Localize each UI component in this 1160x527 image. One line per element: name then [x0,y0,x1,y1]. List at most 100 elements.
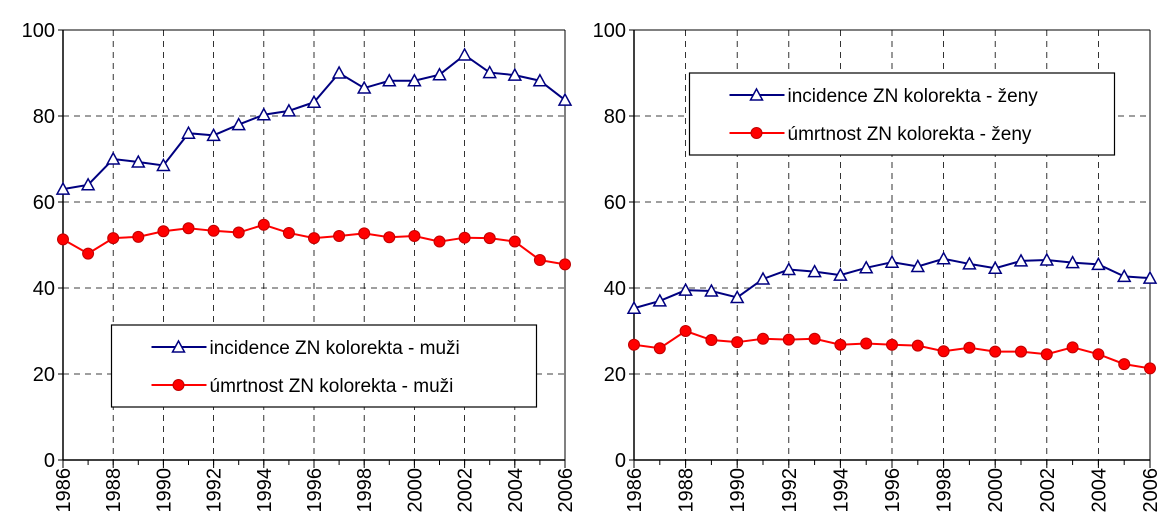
x-tick-label: 2000 [985,468,1007,513]
marker [653,342,666,355]
marker [483,232,496,245]
marker [1065,255,1080,269]
marker [432,67,447,81]
marker [963,341,976,354]
marker [207,224,220,237]
x-tick-label: 1992 [204,468,226,513]
marker [55,181,71,195]
x-tick-label: 1992 [779,468,801,513]
legend-box [110,324,538,408]
marker [407,73,422,87]
x-tick-label: 2006 [555,468,577,513]
marker [858,260,874,274]
y-tick-label: 60 [604,192,626,214]
marker [705,334,718,347]
marker [181,125,196,139]
marker [808,332,821,345]
marker [333,229,346,242]
marker [755,271,771,285]
marker [256,107,272,121]
legend-label: incidence ZN kolorekta - ženy [788,86,1039,107]
marker [156,157,171,172]
y-tick-label: 80 [604,106,626,128]
x-tick-label: 1988 [676,468,698,513]
marker [679,325,692,337]
marker [807,264,822,278]
x-tick-label: 1986 [53,468,75,513]
y-tick-label: 100 [593,20,626,42]
x-tick-label: 1990 [727,468,749,513]
marker [911,339,924,352]
marker [1118,358,1131,371]
marker [482,65,497,79]
marker [281,103,297,117]
marker [57,233,69,246]
marker [157,225,170,238]
y-tick-label: 100 [22,20,55,42]
marker [206,127,221,142]
marker [1092,348,1105,361]
y-tick-label: 20 [604,364,626,386]
marker [834,338,847,351]
x-tick-label: 1986 [624,468,646,513]
legend-box [688,72,1116,156]
marker [833,267,848,281]
marker [749,87,764,101]
marker [131,154,146,168]
x-tick-label: 1994 [830,468,852,513]
x-tick-label: 2002 [1037,468,1059,513]
marker [182,222,195,235]
legend-label: úmrtnost ZN kolorekta - muži [210,376,454,397]
x-tick-label: 1996 [882,468,904,513]
marker [757,332,769,345]
marker [80,177,96,191]
marker [382,73,397,87]
marker [987,260,1003,274]
marker [433,235,446,248]
marker [231,117,246,131]
x-tick-label: 2002 [455,468,477,513]
marker [508,235,521,248]
marker [533,254,546,267]
marker [1039,252,1055,266]
x-tick-label: 1998 [934,468,956,513]
marker [356,80,372,94]
marker [910,258,926,273]
marker [989,345,1002,358]
marker [171,339,186,353]
x-tick-label: 1988 [103,468,125,513]
marker [358,227,371,240]
marker [937,345,950,358]
x-tick-label: 1998 [354,468,376,513]
marker [532,73,548,87]
marker [781,261,797,276]
marker [1142,270,1158,284]
marker [1040,348,1053,361]
marker [782,333,795,346]
marker [936,251,951,265]
marker [626,300,642,314]
marker [306,94,322,108]
marker [559,258,571,271]
x-tick-label: 1996 [304,468,326,513]
marker [1091,256,1106,271]
marker [1066,341,1079,354]
x-tick-label: 1990 [153,468,175,513]
marker [331,65,347,79]
marker [557,92,573,106]
marker [105,151,121,165]
marker [172,379,185,391]
marker [383,231,396,244]
marker [962,256,977,270]
marker [729,289,745,304]
x-tick-label: 2006 [1140,468,1160,513]
y-tick-label: 60 [33,192,55,214]
y-tick-label: 20 [33,364,55,386]
legend-label: úmrtnost ZN kolorekta - ženy [788,124,1032,145]
marker [1015,345,1027,358]
marker [652,293,668,307]
marker [232,226,245,239]
y-tick-label: 40 [604,278,626,300]
x-tick-label: 1994 [254,468,276,513]
